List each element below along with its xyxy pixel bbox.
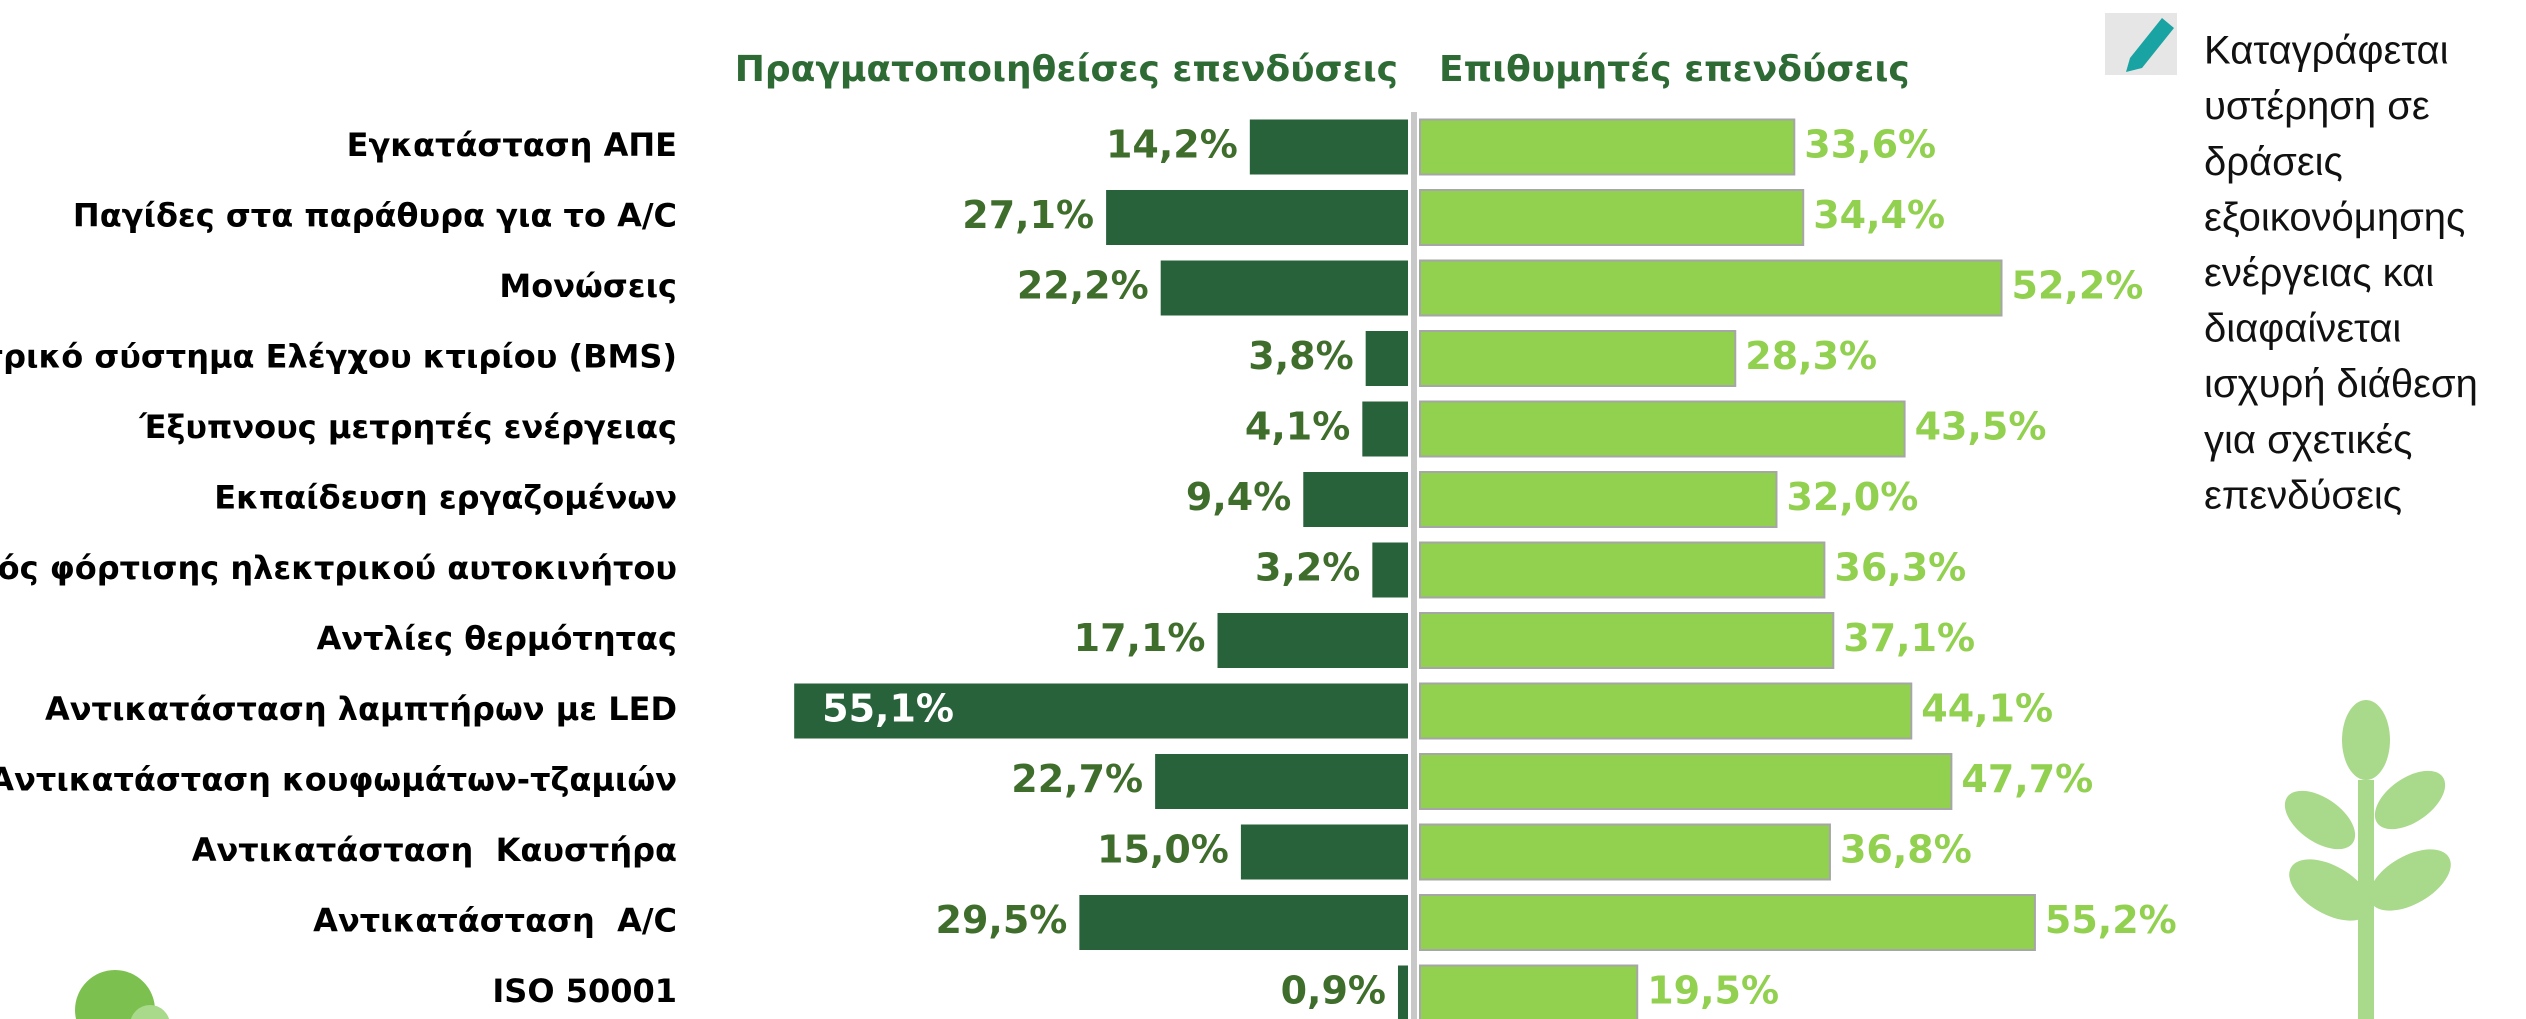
value-label: 47,7% <box>1961 757 2093 801</box>
bar <box>1160 260 1408 316</box>
value-label: 15,0% <box>1097 828 1229 872</box>
value-label: 33,6% <box>1804 123 1936 167</box>
value-label: 14,2% <box>1106 123 1238 167</box>
annotation-line: υστέρηση σε <box>2204 84 2430 128</box>
value-label: 43,5% <box>1915 405 2047 449</box>
bar <box>1419 400 1906 458</box>
value-label: 4,1% <box>1245 405 1350 449</box>
bar <box>794 683 1408 739</box>
category-label: Αντλίες θερμότητας <box>317 620 677 658</box>
value-label: 0,9% <box>1281 969 1386 1013</box>
annotation-line: ισχυρή διάθεση <box>2204 362 2478 406</box>
bar <box>1397 965 1408 1019</box>
category-label: Παγίδες στα παράθυρα για το A/C <box>73 197 677 235</box>
bar <box>1419 330 1737 387</box>
bar <box>1249 119 1408 175</box>
bar <box>1155 754 1408 809</box>
bar <box>1419 259 2003 317</box>
plant-decoration <box>2284 700 2451 1019</box>
category-label: Αντικατάσταση λαμπτήρων με LED <box>45 690 677 728</box>
value-label: 36,3% <box>1834 546 1966 590</box>
category-label: Σταθμός φόρτισης ηλεκτρικού αυτοκινήτου <box>0 549 677 587</box>
value-label: 29,5% <box>936 898 1068 942</box>
category-label: Μονώσεις <box>499 267 677 305</box>
bar <box>1419 189 1805 246</box>
bar <box>1365 331 1408 386</box>
annotation-line: για σχετικές <box>2204 418 2412 462</box>
annotation-line: εξοικονόμησης <box>2204 195 2465 239</box>
bar <box>1419 753 1953 810</box>
category-label: Κεντρικό σύστημα Ελέγχου κτιρίου (BMS) <box>0 338 677 376</box>
annotation-line: επενδύσεις <box>2204 473 2402 517</box>
bar <box>1419 964 1639 1019</box>
bar <box>1419 118 1796 176</box>
category-label: Αντικατάσταση κουφωμάτων-τζαμιών <box>0 761 677 799</box>
value-label: 55,2% <box>2045 898 2177 942</box>
value-label: 3,2% <box>1255 546 1360 590</box>
value-label: 55,1% <box>822 687 954 731</box>
category-label: Έξυπνους μετρητές ενέργειας <box>138 408 677 446</box>
annotation-line: διαφαίνεται <box>2204 307 2401 351</box>
value-label: 52,2% <box>2012 264 2144 308</box>
value-label: 36,8% <box>1840 828 1972 872</box>
category-label: ISO 50001 <box>492 972 677 1010</box>
value-label: 27,1% <box>962 193 1094 237</box>
bar <box>1419 894 2036 951</box>
value-label: 44,1% <box>1921 687 2053 731</box>
bar <box>1419 823 1831 881</box>
bar <box>1419 612 1835 669</box>
value-label: 22,7% <box>1011 757 1143 801</box>
annotation-line: δράσεις <box>2204 140 2343 184</box>
bar <box>1362 401 1408 457</box>
bar <box>1419 541 1826 599</box>
bar <box>1419 682 1913 740</box>
value-label: 17,1% <box>1074 616 1206 660</box>
circle-decoration <box>75 970 170 1019</box>
value-label: 37,1% <box>1843 616 1975 660</box>
bar <box>1419 471 1778 528</box>
category-label: Αντικατάσταση A/C <box>313 902 677 940</box>
category-label: Εγκατάσταση ΑΠΕ <box>347 126 677 164</box>
bar <box>1372 542 1408 598</box>
value-label: 32,0% <box>1786 475 1918 519</box>
value-label: 28,3% <box>1745 334 1877 378</box>
value-label: 34,4% <box>1813 193 1945 237</box>
bar <box>1303 472 1408 527</box>
bar <box>1217 613 1408 668</box>
pencil-icon <box>2105 13 2177 75</box>
bar <box>1240 824 1408 880</box>
annotation-line: ενέργειας και <box>2204 251 2434 295</box>
category-label: Εκπαίδευση εργαζομένων <box>214 479 677 517</box>
category-label: Αντικατάσταση Καυστήρα <box>192 831 677 869</box>
bar <box>1106 190 1408 245</box>
value-label: 19,5% <box>1647 969 1779 1013</box>
annotation-line: Καταγράφεται <box>2204 29 2449 73</box>
series-header: Επιθυμητές επενδύσεις <box>1439 49 1910 90</box>
bar <box>1079 895 1408 950</box>
value-label: 22,2% <box>1017 264 1149 308</box>
series-header: Πραγματοποιηθείσες επενδύσεις <box>735 49 1398 90</box>
value-label: 9,4% <box>1186 475 1291 519</box>
value-label: 3,8% <box>1248 334 1353 378</box>
